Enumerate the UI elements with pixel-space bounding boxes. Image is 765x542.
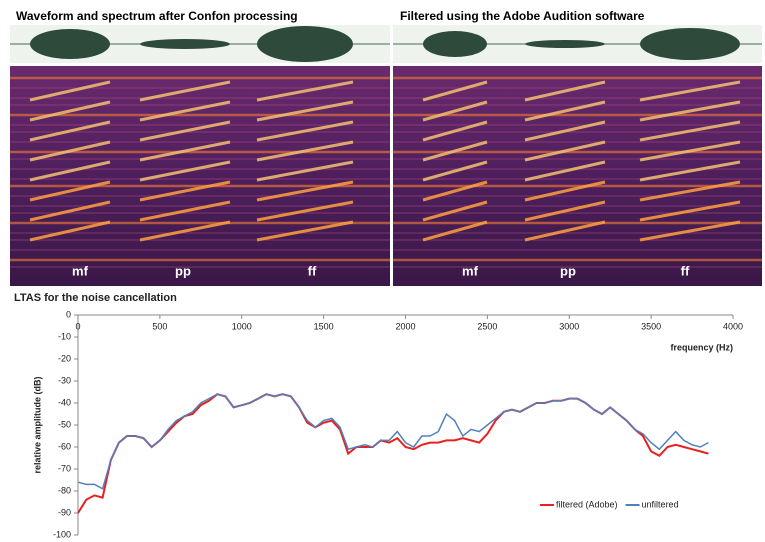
y-tick-label: -40 (58, 397, 71, 407)
spectrogram (393, 66, 762, 286)
chart-title: LTAS for the noise cancellation (14, 292, 177, 304)
note-trace (524, 100, 606, 122)
x-tick-label: 500 (152, 321, 167, 331)
note-trace (524, 220, 606, 242)
dynamic-label: ff (308, 263, 317, 278)
note-trace (139, 100, 231, 122)
x-tick-label: 0 (75, 321, 80, 331)
note-trace (256, 220, 354, 242)
note-trace (639, 140, 741, 162)
note-trace (256, 160, 354, 182)
note-trace (139, 180, 231, 202)
y-tick-label: -80 (58, 485, 71, 495)
note-trace (29, 180, 111, 202)
note-trace (639, 80, 741, 102)
note-trace (524, 140, 606, 162)
note-trace (29, 200, 111, 222)
note-trace (29, 140, 111, 162)
y-axis-title: relative amplitude (dB) (32, 376, 42, 473)
y-tick-label: -20 (58, 353, 71, 363)
note-trace (256, 80, 354, 102)
note-trace (29, 100, 111, 122)
y-tick-label: -50 (58, 419, 71, 429)
panel-title: Filtered using the Adobe Audition softwa… (400, 9, 645, 23)
note-trace (524, 160, 606, 182)
x-tick-label: 4000 (723, 321, 743, 331)
note-trace (639, 180, 741, 202)
note-trace (256, 100, 354, 122)
note-trace (639, 160, 741, 182)
note-trace (422, 160, 488, 182)
legend-label: filtered (Adobe) (556, 499, 618, 509)
y-tick-label: 0 (66, 309, 71, 319)
note-trace (139, 160, 231, 182)
note-trace (524, 200, 606, 222)
note-trace (422, 200, 488, 222)
note-trace (422, 220, 488, 242)
note-trace (29, 160, 111, 182)
x-tick-label: 3000 (559, 321, 579, 331)
x-tick-label: 3500 (641, 321, 661, 331)
y-tick-label: -60 (58, 441, 71, 451)
waveform (30, 29, 110, 59)
y-tick-label: -90 (58, 507, 71, 517)
note-trace (422, 80, 488, 102)
x-tick-label: 2000 (395, 321, 415, 331)
x-tick-label: 1000 (232, 321, 252, 331)
y-tick-label: -70 (58, 463, 71, 473)
series-line (77, 393, 709, 514)
note-trace (639, 100, 741, 122)
note-trace (29, 120, 111, 142)
note-trace (139, 200, 231, 222)
dynamic-label: pp (560, 263, 576, 278)
dynamic-label: pp (175, 263, 191, 278)
note-trace (256, 200, 354, 222)
x-tick-label: 2500 (477, 321, 497, 331)
y-tick-label: -30 (58, 375, 71, 385)
note-trace (256, 140, 354, 162)
note-trace (422, 100, 488, 122)
series-line (77, 393, 709, 490)
waveform (525, 40, 605, 48)
note-trace (422, 180, 488, 202)
dynamic-label: mf (462, 263, 479, 278)
spectrogram (10, 66, 390, 286)
waveform (257, 26, 353, 62)
note-trace (29, 220, 111, 242)
note-trace (422, 140, 488, 162)
y-tick-label: -10 (58, 331, 71, 341)
note-trace (256, 120, 354, 142)
panel-title: Waveform and spectrum after Confon proce… (16, 9, 298, 23)
x-tick-label: 1500 (314, 321, 334, 331)
note-trace (524, 80, 606, 102)
legend-label: unfiltered (642, 499, 679, 509)
waveform (140, 39, 230, 49)
note-trace (422, 120, 488, 142)
note-trace (639, 220, 741, 242)
note-trace (29, 80, 111, 102)
note-trace (639, 200, 741, 222)
note-trace (139, 220, 231, 242)
spectrogram-area (10, 25, 762, 286)
note-trace (139, 120, 231, 142)
dynamic-label: ff (681, 263, 690, 278)
note-trace (139, 140, 231, 162)
waveform (640, 28, 740, 60)
note-trace (139, 80, 231, 102)
note-trace (256, 180, 354, 202)
note-trace (639, 120, 741, 142)
waveform (423, 31, 487, 57)
x-axis-title: frequency (Hz) (670, 342, 733, 352)
y-tick-label: -100 (53, 529, 71, 539)
note-trace (524, 120, 606, 142)
note-trace (524, 180, 606, 202)
dynamic-label: mf (72, 263, 89, 278)
